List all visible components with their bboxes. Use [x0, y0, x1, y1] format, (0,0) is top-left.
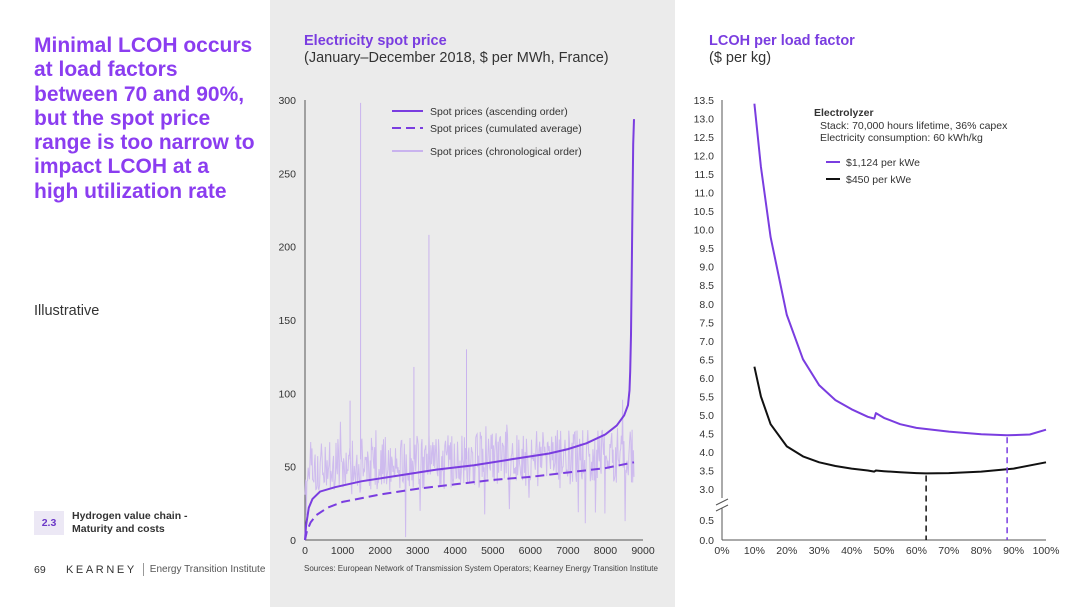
lcoh-y-tick-label: 12.0	[694, 151, 715, 163]
lcoh-450-line	[753, 366, 1047, 475]
lcoh-x-tick-label: 100%	[1033, 545, 1060, 557]
spot-y-tick-label: 300	[278, 95, 296, 107]
lcoh-y-tick-label: 4.5	[699, 428, 714, 440]
lcoh-y-tick-label: 13.0	[694, 114, 715, 126]
brand-logo: KEARNEY	[66, 563, 137, 576]
lcoh-1124-line	[753, 103, 1047, 437]
lcoh-legend-label: $1,124 per kWe	[846, 157, 920, 169]
lcoh-y-tick-label: 4.0	[699, 447, 714, 459]
spot-x-tick-label: 1000	[331, 545, 355, 557]
lcoh-y-tick-label: 8.5	[699, 280, 714, 292]
spot-chart-title: Electricity spot price	[304, 33, 447, 49]
left-panel: Minimal LCOH occurs at load factors betw…	[0, 0, 270, 607]
lcoh-y-tick-label: 13.5	[694, 95, 715, 107]
lcoh-x-tick-label: 10%	[744, 545, 765, 557]
lcoh-y-tick-label: 0.5	[699, 515, 714, 527]
lcoh-axis-break	[715, 504, 729, 512]
electrolyzer-note-line: Electricity consumption: 60 kWh/kg	[820, 132, 983, 144]
brand-subtitle: Energy Transition Institute	[149, 564, 266, 575]
spot-y-tick-label: 0	[290, 535, 296, 547]
electrolyzer-note-title: Electrolyzer	[814, 107, 874, 119]
spot-x-tick-label: 6000	[519, 545, 543, 557]
sources-note: Sources: European Network of Transmissio…	[304, 564, 658, 573]
lcoh-chart-subtitle: ($ per kg)	[709, 50, 772, 66]
section-title: Hydrogen value chain - Maturity and cost…	[72, 510, 188, 535]
electrolyzer-note-box	[808, 100, 1036, 150]
lcoh-y-tick-label: 9.5	[699, 243, 714, 255]
spot-chronological-line	[304, 399, 635, 538]
electrolyzer-note-line: Stack: 70,000 hours lifetime, 36% capex	[820, 120, 1008, 132]
slide-headline: Minimal LCOH occurs at load factors betw…	[34, 34, 255, 203]
spot-y-tick-label: 150	[278, 315, 296, 327]
lcoh-y-tick-label: 6.0	[699, 373, 714, 385]
lcoh-x-tick-label: 80%	[971, 545, 992, 557]
lcoh-y-tick-label: 11.0	[694, 188, 714, 200]
lcoh-y-tick-label: 7.0	[699, 336, 714, 348]
spot-x-tick-label: 0	[302, 545, 308, 557]
lcoh-x-tick-label: 20%	[776, 545, 797, 557]
spot-chart-subtitle: (January–December 2018, $ per MWh, Franc…	[304, 50, 609, 66]
page-number: 69	[34, 563, 46, 576]
lcoh-y-tick-label: 3.5	[699, 465, 714, 477]
spot-x-tick-label: 4000	[444, 545, 468, 557]
footer: 69 KEARNEY Energy Transition Institute	[34, 563, 265, 576]
lcoh-y-tick-label: 10.5	[694, 206, 715, 218]
illustrative-label: Illustrative	[34, 303, 100, 319]
spot-x-tick-label: 8000	[594, 545, 618, 557]
section-tag: 2.3 Hydrogen value chain - Maturity and …	[34, 510, 212, 535]
lcoh-y-tick-label: 5.0	[699, 410, 714, 422]
lcoh-x-tick-label: 90%	[1003, 545, 1024, 557]
spot-legend-label: Spot prices (chronological order)	[430, 146, 582, 158]
lcoh-y-tick-label: 3.0	[699, 484, 714, 496]
lcoh-x-tick-label: 0%	[714, 545, 729, 557]
spot-legend-label: Spot prices (ascending order)	[430, 106, 568, 118]
lcoh-y-tick-label: 8.0	[699, 299, 714, 311]
lcoh-y-tick-label: 11.5	[694, 169, 714, 181]
spot-y-tick-label: 200	[278, 242, 296, 254]
lcoh-y-tick-label: 10.0	[694, 225, 715, 237]
lcoh-y-tick-label: 6.5	[699, 354, 714, 366]
lcoh-y-tick-label: 9.0	[699, 262, 714, 274]
spot-y-tick-label: 50	[284, 462, 296, 474]
spot-x-tick-label: 3000	[406, 545, 430, 557]
spot-ascending-line	[304, 119, 635, 541]
spot-legend-label: Spot prices (cumulated average)	[430, 123, 582, 135]
lcoh-x-tick-label: 40%	[841, 545, 862, 557]
spot-y-tick-label: 100	[278, 388, 296, 400]
lcoh-x-tick-label: 50%	[873, 545, 894, 557]
lcoh-y-tick-label: 7.5	[699, 317, 714, 329]
spot-cumulated-line	[304, 461, 635, 541]
lcoh-y-tick-label: 0.0	[699, 535, 714, 547]
lcoh-y-tick-label: 5.5	[699, 391, 714, 403]
spot-x-tick-label: 7000	[556, 545, 580, 557]
lcoh-chart-title: LCOH per load factor	[709, 33, 855, 49]
section-number: 2.3	[34, 510, 64, 535]
spot-y-tick-label: 250	[278, 168, 296, 180]
spot-x-tick-label: 9000	[631, 545, 655, 557]
lcoh-x-tick-label: 60%	[906, 545, 927, 557]
lcoh-legend-label: $450 per kWe	[846, 174, 911, 186]
lcoh-axis-break	[715, 498, 729, 506]
lcoh-y-tick-label: 12.5	[694, 132, 715, 144]
brand-divider	[142, 563, 144, 576]
spot-x-tick-label: 2000	[368, 545, 392, 557]
lcoh-x-tick-label: 70%	[938, 545, 959, 557]
spot-price-panel	[270, 0, 675, 607]
spot-x-tick-label: 5000	[481, 545, 505, 557]
lcoh-x-tick-label: 30%	[809, 545, 830, 557]
